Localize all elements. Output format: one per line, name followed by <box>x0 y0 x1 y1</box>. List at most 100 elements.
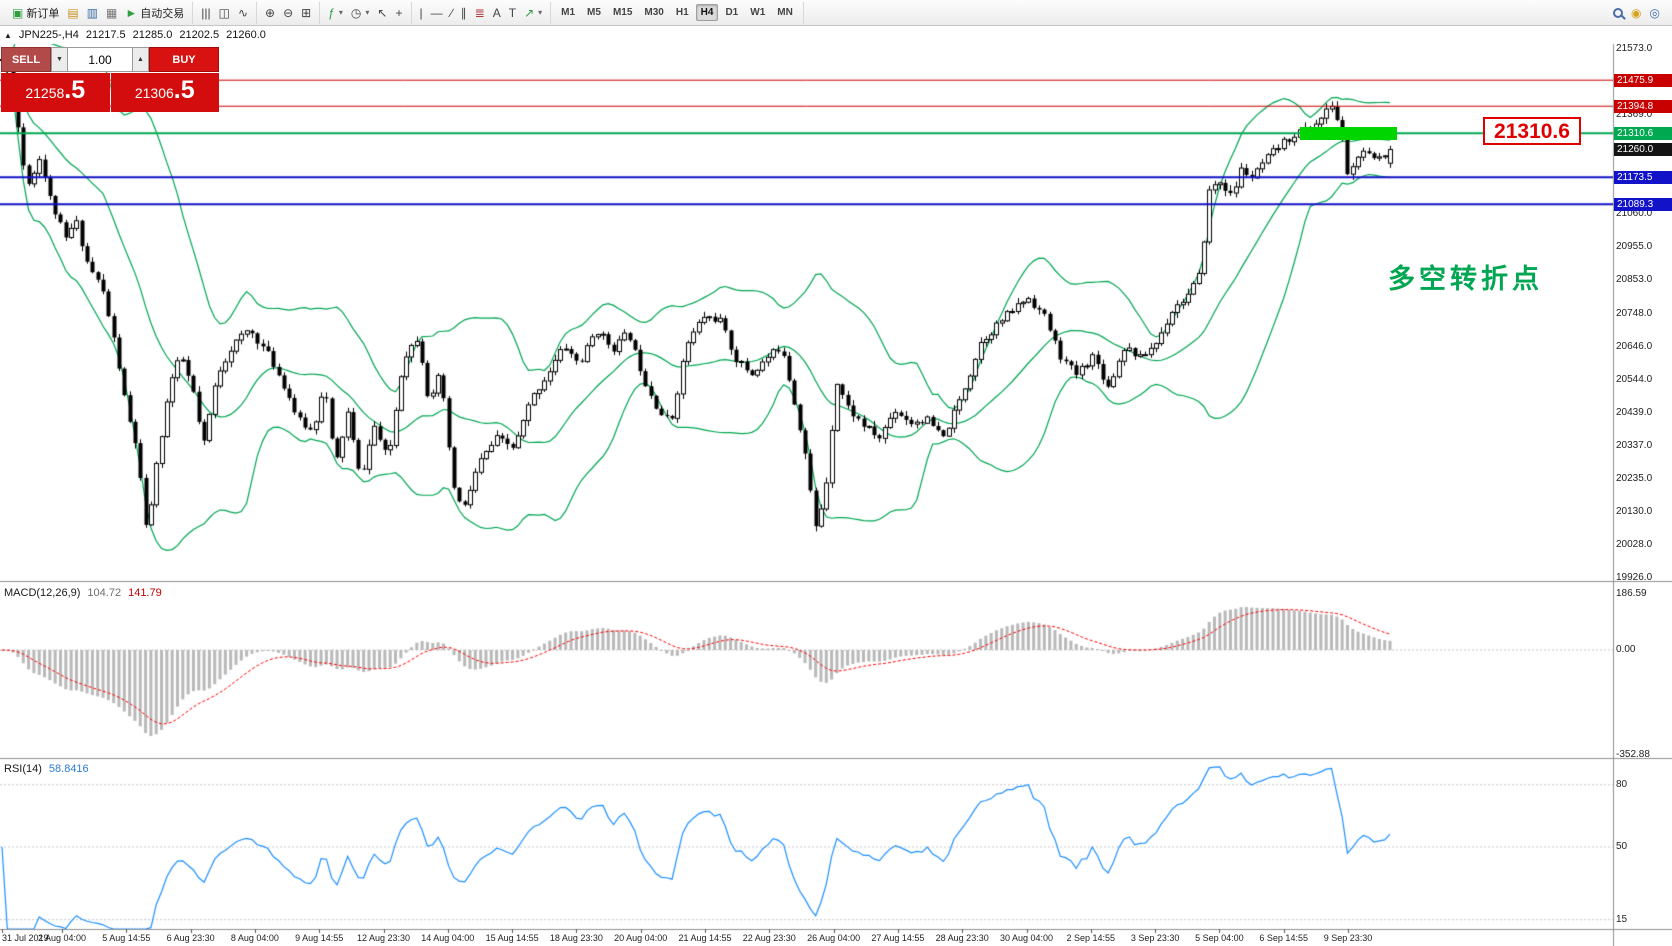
time-axis-label: 3 Sep 23:30 <box>1130 933 1180 943</box>
price-axis-label: 21573.0 <box>1616 43 1653 54</box>
price-axis-label: 20235.0 <box>1616 472 1653 484</box>
macd-indicator-label: MACD(12,26,9) 104.72 141.79 <box>4 587 162 599</box>
price-axis-label: 21060.0 <box>1616 207 1653 219</box>
zoom-in-icon[interactable]: ⊕ <box>261 3 279 23</box>
highlight-rectangle[interactable] <box>1299 127 1397 140</box>
vertical-line-icon: | <box>419 5 423 20</box>
sell-price-button[interactable]: 21258.5 <box>1 73 110 112</box>
time-axis-label: 9 Sep 23:30 <box>1323 933 1373 943</box>
time-axis-label: 6 Aug 23:30 <box>166 933 215 943</box>
cycles-icon[interactable]: ◷ ▾ <box>347 3 374 23</box>
volume-down-button[interactable]: ▼ <box>51 47 68 72</box>
community-button[interactable]: ◉ <box>1627 3 1645 23</box>
macd-value-signal: 141.79 <box>128 587 162 599</box>
price-line-label: 21394.8 <box>1614 99 1672 113</box>
chart-low: 21202.5 <box>179 29 220 41</box>
one-click-controls-row: SELL ▼ ▲ BUY <box>1 47 219 72</box>
autotrading-button: ► <box>125 5 138 20</box>
text-icon[interactable]: A <box>489 3 505 23</box>
arrows-icon: ↗ <box>524 5 535 20</box>
price-axis-label: 20955.0 <box>1616 241 1653 253</box>
price-axis-label: 20439.0 <box>1616 407 1653 419</box>
toolbar-group-drawing: | — ∕ ∥ ≣ A T ↗ ▾ <box>412 1 552 24</box>
time-axis-label: 15 Aug 14:55 <box>485 933 539 943</box>
tile-windows-icon[interactable]: ⊞ <box>297 3 315 23</box>
macd-value-main: 104.72 <box>87 587 122 599</box>
price-axis-label: 20748.0 <box>1616 307 1653 319</box>
time-axis-label: 28 Aug 23:30 <box>935 933 989 943</box>
new-order-button: ▣ <box>12 5 24 20</box>
fibonacci-icon[interactable]: ≣ <box>471 3 489 23</box>
new-chart-icon[interactable]: ▦ <box>102 3 121 23</box>
rsi-indicator-label: RSI(14) 58.8416 <box>4 763 89 775</box>
new-chart-icon: ▦ <box>106 5 118 20</box>
horizontal-line-icon: — <box>430 5 443 20</box>
depth-of-market-icon: ▤ <box>67 5 79 20</box>
line-chart-icon: ∿ <box>237 5 249 20</box>
timeframe-w1[interactable]: W1 <box>745 4 770 21</box>
buy-price-button[interactable]: 21306.5 <box>110 73 219 112</box>
line-chart-icon[interactable]: ∿ <box>234 3 252 23</box>
timeframe-m30[interactable]: M30 <box>639 4 668 21</box>
timeframe-d1[interactable]: D1 <box>720 4 743 21</box>
time-axis-label: 31 Jul 2019 <box>2 933 49 943</box>
time-axis-label: 30 Aug 04:00 <box>999 933 1054 943</box>
tile-windows-icon: ⊞ <box>301 5 312 20</box>
candlestick-chart-icon: ◫ <box>218 5 230 20</box>
timeframe-h4[interactable]: H4 <box>695 4 719 21</box>
label-icon[interactable]: T <box>505 3 520 23</box>
timeframe-mn[interactable]: MN <box>772 4 798 21</box>
sell-button[interactable]: SELL <box>1 47 51 72</box>
chart-info-bar: ▲ JPN225-,H4 21217.5 21285.0 21202.5 212… <box>4 29 266 41</box>
time-axis-label: 21 Aug 14:55 <box>678 933 732 943</box>
chart-high: 21285.0 <box>132 29 173 41</box>
timeframe-m1[interactable]: M1 <box>556 4 580 21</box>
volume-up-button[interactable]: ▲ <box>132 47 149 72</box>
toolbar-group-trade: ▣ 新订单 ▤ ▥ ▦ ► 自动交易 <box>4 1 194 24</box>
one-click-toggle-icon[interactable]: ▲ <box>4 30 12 40</box>
buy-button[interactable]: BUY <box>149 47 219 72</box>
turning-point-text[interactable]: 多空转折点 <box>1388 264 1543 294</box>
toolbar-group-zoom: ⊕ ⊖ ⊞ <box>257 1 321 24</box>
arrows-icon[interactable]: ↗ ▾ <box>520 3 546 23</box>
crosshair-icon[interactable]: + <box>391 3 406 23</box>
volume-input[interactable] <box>68 47 132 72</box>
indicators-icon[interactable]: ƒ ▾ <box>324 3 347 23</box>
timeframe-h1[interactable]: H1 <box>671 4 694 21</box>
price-axis-label: 21369.0 <box>1616 108 1653 120</box>
autotrading-button[interactable]: ► 自动交易 <box>121 3 188 23</box>
vertical-line-icon[interactable]: | <box>416 3 427 23</box>
timeframe-m15[interactable]: M15 <box>608 4 637 21</box>
search-button[interactable] <box>1609 3 1627 23</box>
chart-close: 21260.0 <box>226 29 266 41</box>
rsi-axis-label: 15 <box>1616 913 1628 925</box>
macd-axis-label: 0.00 <box>1616 644 1636 655</box>
chart-open: 21217.5 <box>85 29 126 41</box>
timeframe-m5[interactable]: M5 <box>582 4 606 21</box>
one-click-prices-row: 21258.5 21306.5 <box>1 73 219 112</box>
time-axis-label: 12 Aug 23:30 <box>356 933 411 943</box>
zoom-out-icon[interactable]: ⊖ <box>279 3 297 23</box>
new-order-button[interactable]: ▣ 新订单 <box>8 3 63 23</box>
time-axis-label: 6 Sep 14:55 <box>1259 933 1308 943</box>
cursor-icon[interactable]: ↖ <box>373 3 391 23</box>
cycles-icon: ◷ <box>350 5 362 20</box>
depth-of-market-icon[interactable]: ▤ <box>63 3 82 23</box>
rsi-axis-label: 80 <box>1616 778 1628 790</box>
candlestick-chart-icon[interactable]: ◫ <box>215 3 234 23</box>
bar-chart-icon[interactable]: ||| <box>197 3 214 23</box>
help-button[interactable]: ◎ <box>1646 3 1664 23</box>
equidistant-channel-icon[interactable]: ∥ <box>457 3 471 23</box>
buy-price-big-digits: .5 <box>173 76 195 104</box>
trendline-icon: ∕ <box>450 5 453 20</box>
toolbar-group-chart-type: ||| ◫ ∿ <box>193 1 258 24</box>
market-watch-icon[interactable]: ▥ <box>83 3 102 23</box>
rsi-title: RSI(14) <box>4 763 42 775</box>
horizontal-line-icon[interactable]: — <box>427 3 447 23</box>
trendline-icon[interactable]: ∕ <box>447 3 457 23</box>
price-annotation[interactable]: 21310.6 <box>1483 117 1581 145</box>
price-line-label: 21475.9 <box>1614 73 1672 87</box>
buy-price-main: 21306 <box>134 85 174 101</box>
time-axis-label: 8 Aug 04:00 <box>230 933 279 943</box>
